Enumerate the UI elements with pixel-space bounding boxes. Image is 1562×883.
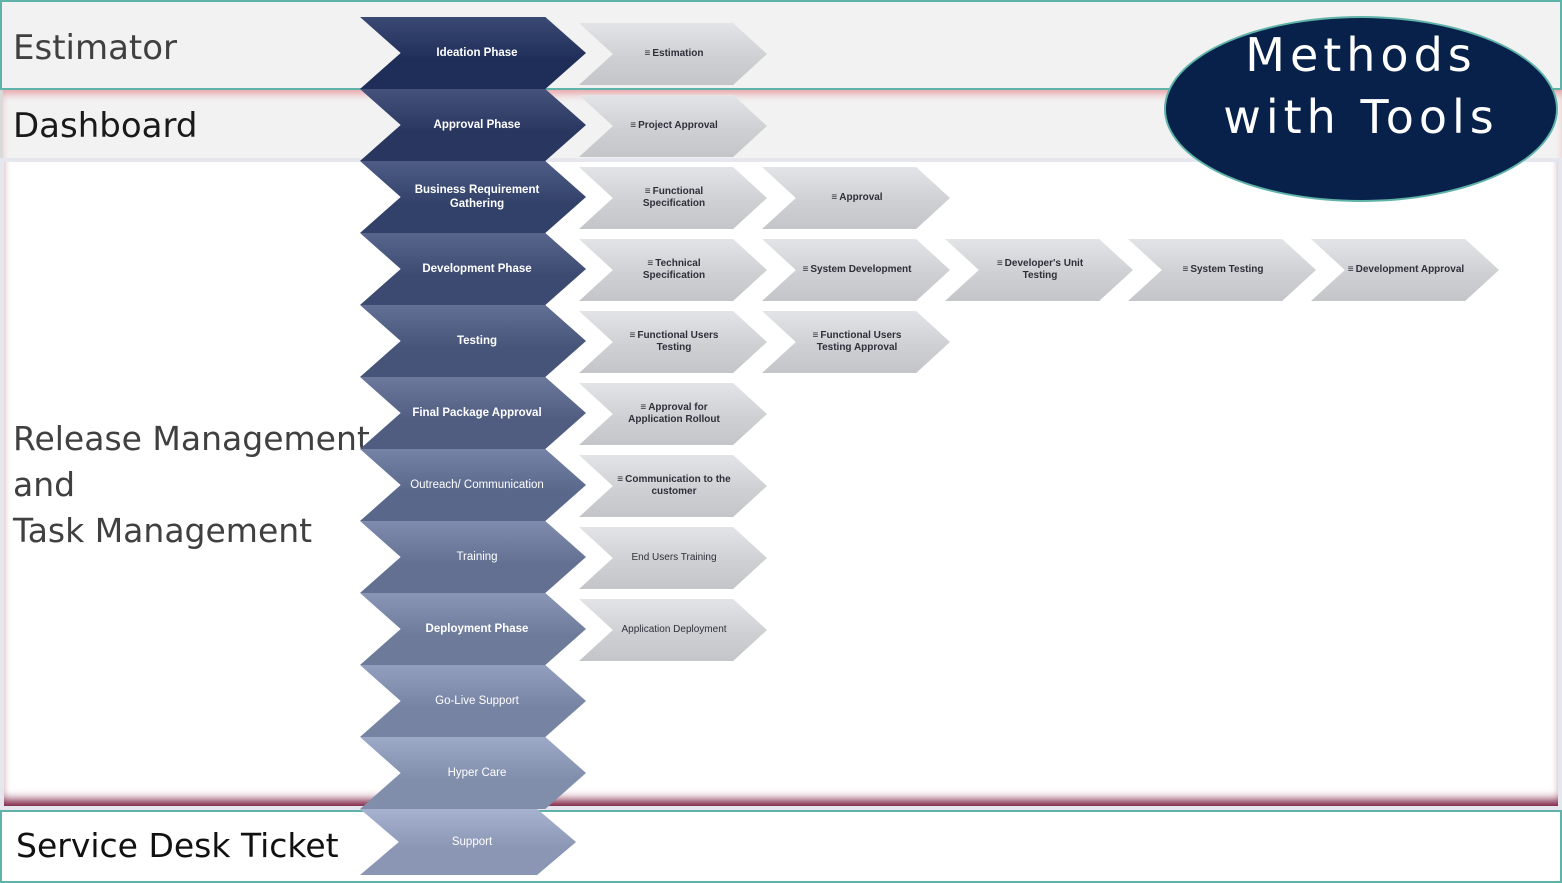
list-icon: ≡ (644, 48, 651, 59)
list-icon: ≡ (640, 402, 647, 413)
list-icon: ≡ (996, 258, 1003, 269)
methods-title-line: with Tools (1223, 90, 1499, 144)
task-label: End Users Training (631, 552, 717, 563)
release-label-line: Release Management (13, 419, 370, 458)
task-label: Estimation (652, 48, 704, 59)
task-label-wrap: ≡ Communication to the customer (615, 474, 733, 498)
task-label-wrap: ≡ Project Approval (630, 120, 718, 132)
task-chevron[interactable]: ≡ Approval for Application Rollout (579, 383, 767, 445)
list-icon: ≡ (812, 330, 819, 341)
list-icon: ≡ (647, 258, 654, 269)
task-chevron[interactable]: ≡ Communication to the customer (579, 455, 767, 517)
task-label-wrap: ≡ Functional Users Testing Approval (798, 330, 916, 354)
task-label-wrap: ≡ System Testing (1182, 264, 1263, 276)
service-desk-label: Service Desk Ticket (16, 826, 339, 865)
task-label: Approval (839, 192, 883, 203)
task-label-wrap: ≡ Technical Specification (615, 258, 733, 282)
task-label: Developer's Unit Testing (1004, 258, 1084, 281)
task-label: Approval for Application Rollout (628, 402, 720, 425)
task-label-wrap: ≡ Development Approval (1348, 264, 1464, 276)
task-label: System Testing (1190, 264, 1264, 275)
task-label: Technical Specification (642, 258, 706, 281)
phase-chevron[interactable]: Outreach/ Communication (360, 449, 586, 521)
list-icon: ≡ (644, 186, 651, 197)
task-label-wrap: Application Deployment (621, 624, 726, 636)
task-label: System Development (810, 264, 912, 275)
task-label-wrap: ≡ Estimation (645, 48, 704, 60)
task-label: Development Approval (1355, 264, 1465, 275)
task-label: Application Deployment (621, 624, 727, 635)
release-management-label: Release Management and Task Management (13, 416, 370, 554)
task-label: Communication to the customer (625, 474, 731, 497)
task-label-wrap: ≡ System Development (803, 264, 912, 276)
task-chevron[interactable]: ≡ Functional Users Testing (579, 311, 767, 373)
task-label: Functional Users Testing (637, 330, 719, 353)
methods-title-line: Methods (1245, 28, 1477, 82)
task-label-wrap: ≡ Approval (831, 192, 882, 204)
task-label-wrap: ≡ Functional Specification (615, 186, 733, 210)
list-icon: ≡ (802, 264, 809, 275)
task-label-wrap: ≡ Approval for Application Rollout (615, 402, 733, 426)
estimator-label: Estimator (13, 28, 178, 68)
release-label-line: Task Management (13, 511, 313, 550)
dashboard-label: Dashboard (13, 106, 198, 146)
list-icon: ≡ (617, 474, 624, 485)
task-label: Functional Users Testing Approval (816, 330, 902, 353)
list-icon: ≡ (629, 330, 636, 341)
list-icon: ≡ (1347, 264, 1354, 275)
list-icon: ≡ (630, 120, 637, 131)
task-chevron[interactable]: ≡ Development Approval (1311, 239, 1499, 301)
task-label: Functional Specification (642, 186, 706, 209)
list-icon: ≡ (1182, 264, 1189, 275)
methods-with-tools-badge: Methods with Tools (1164, 16, 1558, 202)
task-label-wrap: ≡ Functional Users Testing (615, 330, 733, 354)
list-icon: ≡ (831, 192, 838, 203)
release-label-line: and (13, 465, 76, 504)
task-label-wrap: End Users Training (631, 552, 716, 564)
task-label-wrap: ≡ Developer's Unit Testing (981, 258, 1099, 282)
task-label: Project Approval (638, 120, 718, 131)
service-desk-band (0, 810, 1562, 883)
